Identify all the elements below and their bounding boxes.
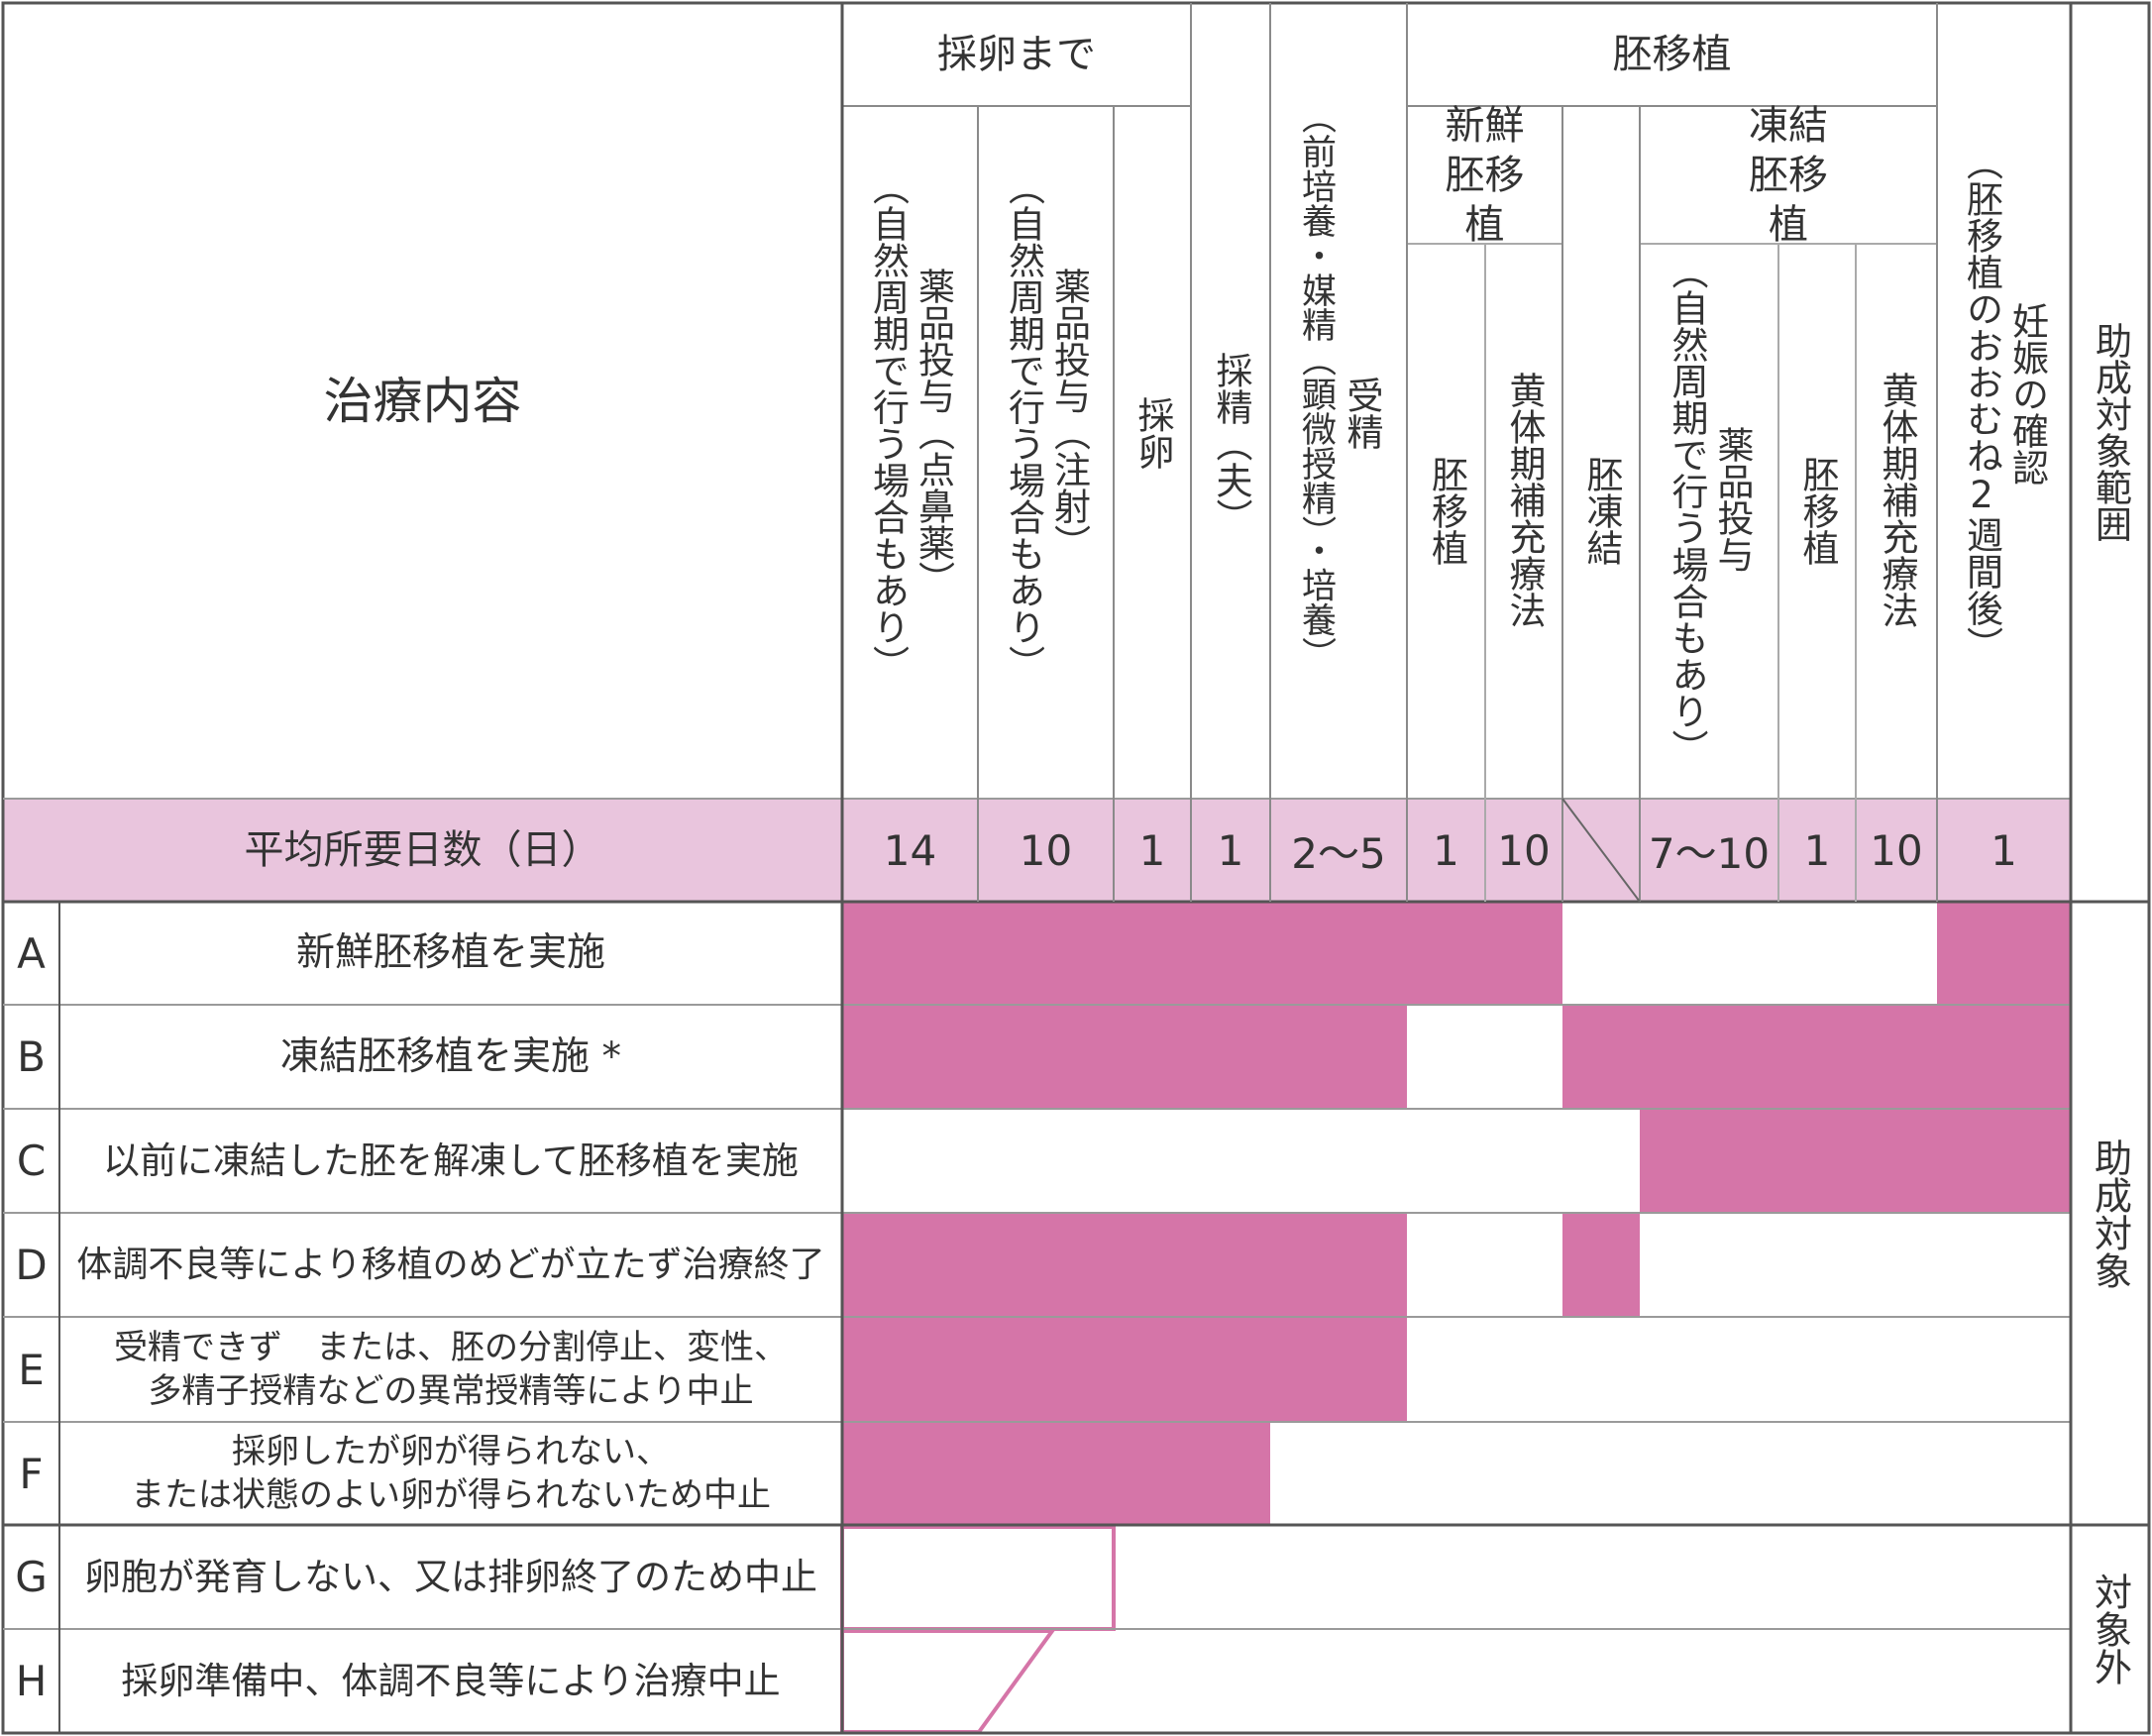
days-row-label: 平均所要日数（日） — [244, 827, 601, 873]
days-row-band — [3, 799, 2071, 902]
days-value: 1 — [1803, 825, 1831, 875]
bar-row-b-1 — [842, 1005, 1407, 1109]
col-nasal-drug: 薬品投与（点鼻薬） （自然周期で行う場合もあり） — [866, 168, 955, 682]
col-egg-retrieval: 採卵 — [1131, 396, 1174, 470]
row-label: 受精できず または、胚の分割停止、変性、 多精子授精などの異常授精等により中止 — [114, 1328, 788, 1411]
bar-row-a-2 — [1937, 902, 2071, 1005]
subgroup-fresh: 新鮮胚移植 — [1445, 102, 1525, 248]
bar-row-d-1 — [842, 1213, 1407, 1317]
row-letter: C — [16, 1137, 47, 1185]
days-value: 7～10 — [1648, 828, 1771, 878]
col-embryo-freezing: 胚凍結 — [1580, 456, 1623, 566]
col-sperm-collection: 採精（夫） — [1210, 352, 1252, 535]
coverage-excluded: 対象外 — [2088, 1573, 2132, 1685]
col-coverage-range: 助成対象範囲 — [2089, 322, 2132, 542]
row-letter: H — [15, 1657, 48, 1705]
row-label: 凍結胚移植を実施 * — [280, 1033, 621, 1079]
days-value: 1 — [1217, 825, 1244, 875]
row-label: 以前に凍結した胚を解凍して胚移植を実施 — [103, 1139, 799, 1182]
days-value: 1 — [1991, 825, 2017, 875]
row-letter: F — [19, 1449, 44, 1498]
col-pregnancy-check: 妊娠の確認 （胚移植のおおむね2週間後） — [1960, 144, 2049, 663]
col-fertilization: 受精 （前培養・媒精（顕微授精）・培養） — [1296, 99, 1383, 672]
row-label: 採卵したが卵が得られない、 または状態のよい卵が得られないため中止 — [131, 1432, 771, 1515]
col-frozen-transfer: 胚移植 — [1796, 456, 1839, 566]
days-value: 2～5 — [1291, 828, 1386, 878]
row-letter: G — [15, 1553, 48, 1601]
coverage-covered: 助成対象 — [2088, 1138, 2132, 1289]
row-letter: A — [17, 928, 46, 978]
days-value: 14 — [883, 825, 937, 875]
bar-row-g-outline — [840, 1525, 1116, 1631]
days-value: 10 — [1870, 825, 1923, 875]
row-letter: B — [17, 1032, 46, 1081]
group-egg-retrieval: 採卵まで — [937, 32, 1096, 77]
row-label: 新鮮胚移植を実施 — [295, 930, 605, 975]
row-label: 採卵準備中、体調不良等により治療中止 — [121, 1659, 781, 1702]
col-fresh-luteal: 黄体期補充療法 — [1503, 372, 1546, 628]
bar-row-h-outline — [840, 1629, 1056, 1734]
days-value: 1 — [1433, 825, 1459, 875]
row-label: 卵胞が発育しない、又は排卵終了のため中止 — [84, 1555, 817, 1598]
days-value: 1 — [1138, 825, 1166, 875]
days-value: 10 — [1497, 825, 1551, 875]
treatment-header: 治療内容 — [323, 372, 522, 430]
group-embryo-transfer: 胚移植 — [1612, 32, 1732, 77]
col-fresh-transfer: 胚移植 — [1425, 456, 1468, 566]
bar-row-b-2 — [1562, 1005, 2071, 1109]
col-frozen-luteal: 黄体期補充療法 — [1876, 372, 1918, 628]
col-injection-drug: 薬品投与（注射） （自然周期で行う場合もあり） — [1002, 168, 1091, 682]
bar-row-c-1 — [1640, 1109, 2071, 1213]
bar-row-f-1 — [842, 1422, 1270, 1525]
col-frozen-drug: 薬品投与 （自然周期で行う場合もあり） — [1666, 253, 1754, 766]
bar-row-d-2 — [1562, 1213, 1640, 1317]
row-letter: D — [15, 1241, 48, 1289]
subgroup-frozen: 凍結胚移植 — [1749, 102, 1828, 248]
bar-row-a-1 — [842, 902, 1562, 1005]
bar-row-e-1 — [842, 1317, 1407, 1422]
row-label: 体調不良等により移植のめどが立たず治療終了 — [76, 1244, 825, 1285]
row-letter: E — [18, 1345, 45, 1394]
days-value: 10 — [1019, 825, 1073, 875]
